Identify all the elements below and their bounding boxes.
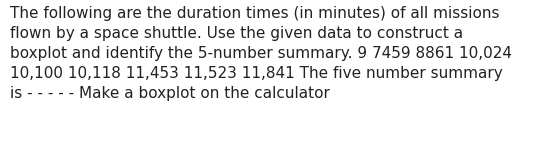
Text: The following are the duration times (in minutes) of all missions
flown by a spa: The following are the duration times (in…	[10, 6, 512, 101]
